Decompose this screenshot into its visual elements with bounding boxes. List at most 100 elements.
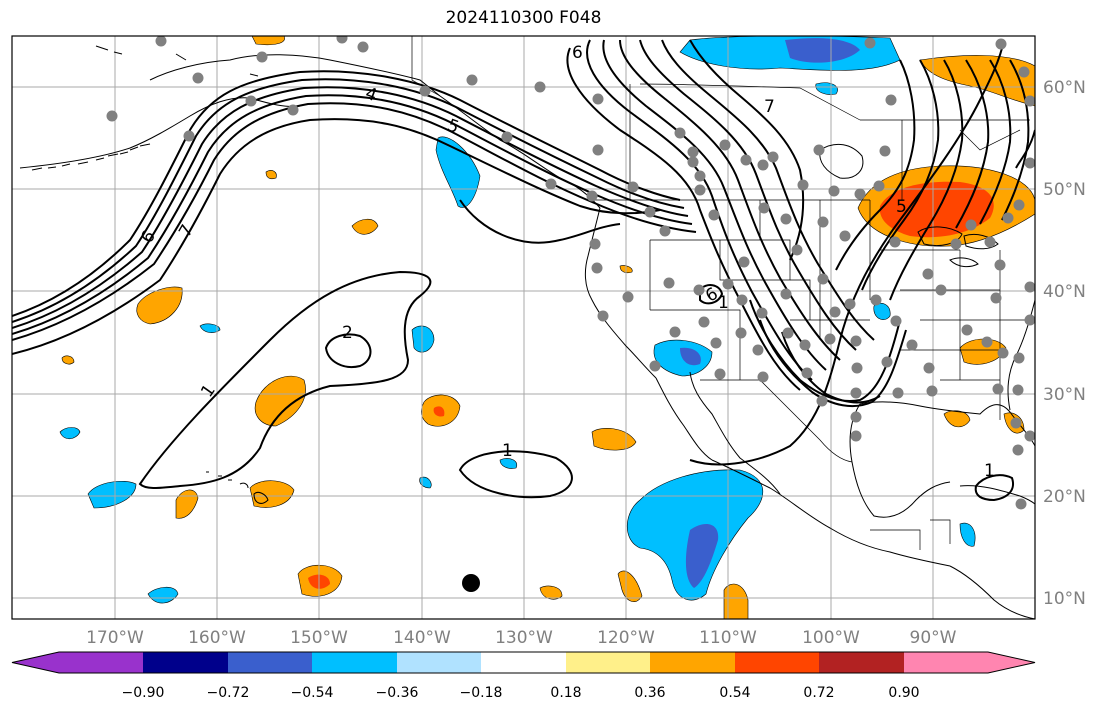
station-marker (597, 310, 609, 322)
station-marker (545, 178, 557, 190)
station-marker (997, 347, 1009, 359)
lon-tick-label: 120°W (597, 628, 655, 648)
station-marker (817, 216, 829, 228)
station-marker (1010, 417, 1022, 429)
positive-anomaly-2 (351, 218, 379, 235)
station-marker (659, 225, 671, 237)
station-marker (950, 238, 962, 250)
station-marker (780, 213, 792, 225)
colorbar-extend-low (12, 652, 59, 673)
station-marker (644, 206, 656, 218)
colorbar-segment (819, 652, 904, 673)
station-marker (1013, 199, 1025, 211)
station-marker (817, 273, 829, 285)
lon-tick-label: 170°W (86, 628, 144, 648)
station-marker (890, 315, 902, 327)
station-marker (850, 430, 862, 442)
station-marker (961, 324, 973, 336)
station-marker (501, 131, 513, 143)
station-marker (873, 180, 885, 192)
colorbar-tick-label: −0.18 (460, 685, 503, 701)
station-marker (850, 387, 862, 399)
contour-label: 2 (342, 323, 353, 343)
colorbar-tick-label: 0.54 (719, 685, 750, 701)
colorbar-segment (566, 652, 650, 673)
map-border (11, 35, 1036, 620)
contour-label: 1 (984, 461, 995, 481)
positive-anomaly-1 (136, 286, 183, 325)
positive-anomaly-16 (265, 170, 277, 180)
station-marker (622, 291, 634, 303)
station-marker (1015, 498, 1027, 510)
negative-anomaly-small-2 (87, 481, 137, 509)
station-marker (797, 179, 809, 191)
colorbar-tick-label: −0.54 (291, 685, 334, 701)
lat-tick-label: 30°N (1043, 385, 1086, 405)
lat-tick-label: 60°N (1043, 78, 1086, 98)
station-marker (693, 284, 705, 296)
station-marker (922, 268, 934, 280)
colorbar-tick-label: −0.72 (207, 685, 250, 701)
station-marker (758, 202, 770, 214)
positive-anomaly-9 (539, 585, 563, 600)
station-marker (881, 356, 893, 368)
station-marker (926, 385, 938, 397)
lon-tick-label: 90°W (910, 628, 957, 648)
lon-tick-label: 140°W (393, 628, 451, 648)
station-marker (791, 244, 803, 256)
station-marker (256, 51, 268, 63)
positive-anomaly-top (251, 36, 285, 46)
contour-label: 7 (764, 97, 775, 117)
station-marker (995, 38, 1007, 50)
station-marker (850, 411, 862, 423)
colorbar-segment (143, 652, 228, 673)
colorbar-segment (904, 652, 988, 673)
station-marker (854, 188, 866, 200)
positive-anomaly-4-core (433, 406, 445, 417)
station-marker (889, 236, 901, 248)
colorbar-tick-label: −0.90 (122, 685, 165, 701)
station-marker (722, 278, 734, 290)
lat-tick-label: 10°N (1043, 589, 1086, 609)
station-marker (106, 110, 118, 122)
station-marker (663, 277, 675, 289)
station-marker (738, 256, 750, 268)
station-markers (106, 36, 1035, 510)
station-marker (694, 170, 706, 182)
station-marker (799, 339, 811, 351)
latitude-labels: 60°N 50°N 40°N 30°N 20°N 10°N (1043, 78, 1086, 609)
station-marker (698, 316, 710, 328)
colorbar-segment (481, 652, 566, 673)
station-marker (592, 93, 604, 105)
station-marker (1024, 430, 1035, 442)
station-marker (935, 284, 947, 296)
station-marker (1024, 314, 1035, 326)
map-title: 2024110300 F048 (445, 8, 602, 28)
contour-label: 5 (896, 197, 907, 217)
station-marker (714, 368, 726, 380)
lon-tick-label: 150°W (290, 628, 348, 648)
height-contours (12, 39, 1035, 502)
shaded-field (59, 36, 1035, 619)
station-marker (767, 151, 779, 163)
station-marker (870, 294, 882, 306)
station-marker (591, 262, 603, 274)
station-marker (694, 184, 706, 196)
station-marker (687, 156, 699, 168)
positive-anomaly-11 (723, 583, 749, 619)
positive-anomaly-7 (175, 489, 199, 519)
negative-anomaly-gulf (435, 136, 481, 208)
station-marker (844, 298, 856, 310)
station-marker (589, 238, 601, 250)
station-marker (534, 81, 546, 93)
station-marker (687, 146, 699, 158)
longitude-labels: 170°W 160°W 150°W 140°W 130°W 120°W 110°… (86, 628, 957, 648)
station-marker (1002, 212, 1014, 224)
negative-anomaly-small-6 (959, 522, 976, 547)
strong-negative-anomaly-north (785, 38, 860, 63)
colorbar-tick-label: −0.36 (376, 685, 419, 701)
positive-anomaly-5 (591, 428, 637, 451)
station-marker (627, 181, 639, 193)
negative-anomaly-small-9 (419, 476, 432, 489)
